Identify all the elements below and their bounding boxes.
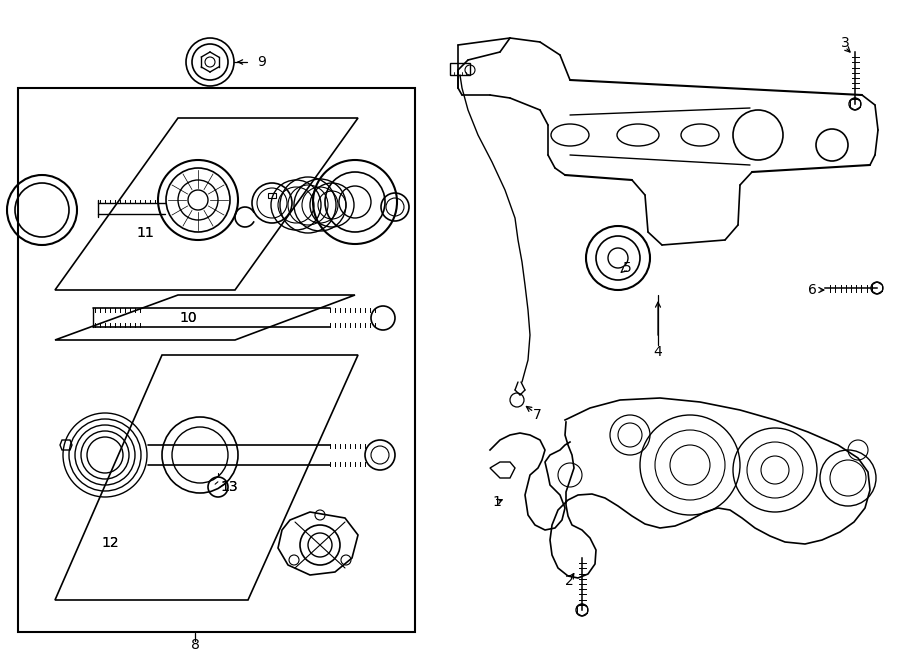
Text: 1: 1 xyxy=(492,495,501,509)
Text: 8: 8 xyxy=(191,638,200,652)
Circle shape xyxy=(871,282,883,294)
Text: 3: 3 xyxy=(841,36,850,50)
Text: 9: 9 xyxy=(257,55,266,69)
Text: 5: 5 xyxy=(623,261,632,275)
Text: 10: 10 xyxy=(179,311,197,325)
Text: 13: 13 xyxy=(220,480,238,494)
Text: 10: 10 xyxy=(179,311,197,325)
Text: 12: 12 xyxy=(101,536,119,550)
Text: 7: 7 xyxy=(533,408,542,422)
Text: 13: 13 xyxy=(220,480,238,494)
Text: 4: 4 xyxy=(653,345,662,359)
Text: 11: 11 xyxy=(136,226,154,240)
Text: 12: 12 xyxy=(101,536,119,550)
Text: 6: 6 xyxy=(807,283,816,297)
Circle shape xyxy=(576,604,588,616)
Text: 11: 11 xyxy=(136,226,154,240)
Circle shape xyxy=(849,98,861,110)
Text: 2: 2 xyxy=(564,574,573,588)
